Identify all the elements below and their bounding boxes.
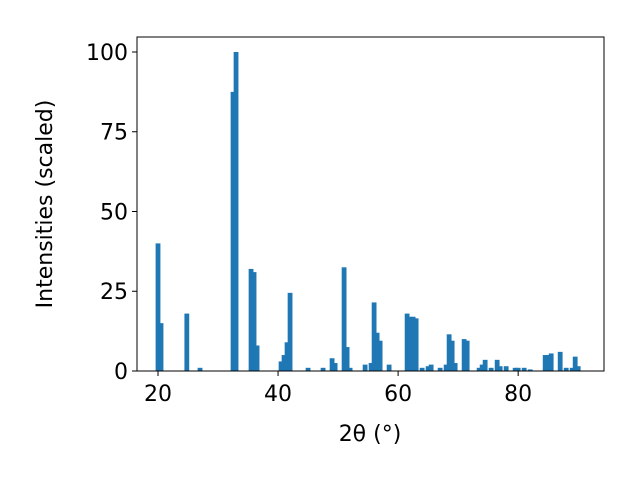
bar bbox=[575, 366, 581, 371]
bar bbox=[233, 51, 239, 371]
bar bbox=[497, 366, 503, 371]
bar bbox=[374, 332, 380, 371]
y-tick-label: 50 bbox=[100, 200, 128, 225]
bar bbox=[482, 359, 488, 371]
bar bbox=[410, 316, 416, 371]
plot-frame bbox=[136, 36, 605, 372]
bar bbox=[254, 345, 260, 371]
bar bbox=[158, 323, 164, 371]
bar bbox=[251, 272, 257, 371]
bar bbox=[248, 268, 254, 371]
bar bbox=[569, 367, 575, 371]
bar bbox=[284, 342, 290, 371]
bar bbox=[404, 313, 410, 371]
x-tick-label: 60 bbox=[384, 382, 412, 407]
bar bbox=[461, 339, 467, 371]
bar bbox=[464, 340, 470, 371]
bar bbox=[425, 366, 431, 371]
y-tick-label: 25 bbox=[100, 280, 128, 305]
bar bbox=[386, 364, 392, 371]
bar bbox=[476, 367, 482, 371]
bar bbox=[278, 361, 284, 371]
y-tick-label: 100 bbox=[86, 41, 128, 66]
bar bbox=[347, 367, 353, 371]
bar bbox=[320, 367, 326, 371]
bar bbox=[344, 347, 350, 371]
bar bbox=[515, 367, 521, 371]
bar bbox=[542, 355, 548, 371]
bar bbox=[362, 364, 368, 371]
bar bbox=[521, 367, 527, 371]
bar bbox=[548, 353, 554, 371]
bar bbox=[281, 355, 287, 371]
y-tick-label: 0 bbox=[114, 360, 128, 385]
bar bbox=[377, 340, 383, 371]
bar bbox=[563, 367, 569, 371]
bar bbox=[332, 363, 338, 371]
bar bbox=[305, 367, 311, 371]
bar bbox=[155, 243, 161, 371]
x-tick-label: 40 bbox=[264, 382, 292, 407]
y-tick-label: 75 bbox=[100, 121, 128, 146]
bar bbox=[503, 366, 509, 371]
bar bbox=[371, 302, 377, 371]
x-tick-label: 20 bbox=[144, 382, 172, 407]
bar bbox=[512, 367, 518, 371]
bar bbox=[494, 359, 500, 371]
bar bbox=[443, 364, 449, 371]
bar bbox=[479, 364, 485, 371]
bar bbox=[572, 356, 578, 371]
x-axis-label: 2θ (°) bbox=[339, 422, 402, 447]
bar bbox=[419, 367, 425, 371]
bar bbox=[437, 367, 443, 371]
bar bbox=[287, 292, 293, 371]
bar bbox=[197, 367, 203, 371]
bar bbox=[527, 369, 533, 371]
y-axis-label: Intensities (scaled) bbox=[33, 100, 58, 309]
bar bbox=[230, 91, 236, 372]
bar bbox=[446, 334, 452, 371]
bar bbox=[488, 367, 494, 371]
bar bbox=[452, 363, 458, 371]
x-tick-label: 80 bbox=[504, 382, 532, 407]
bar bbox=[184, 313, 190, 371]
bar bbox=[557, 351, 563, 371]
bar bbox=[413, 318, 419, 371]
bar bbox=[329, 358, 335, 371]
bar bbox=[428, 364, 434, 371]
bar bbox=[341, 267, 347, 371]
bar bbox=[368, 363, 374, 371]
bar bbox=[545, 355, 551, 371]
bar bbox=[407, 316, 413, 371]
bar bbox=[449, 340, 455, 371]
